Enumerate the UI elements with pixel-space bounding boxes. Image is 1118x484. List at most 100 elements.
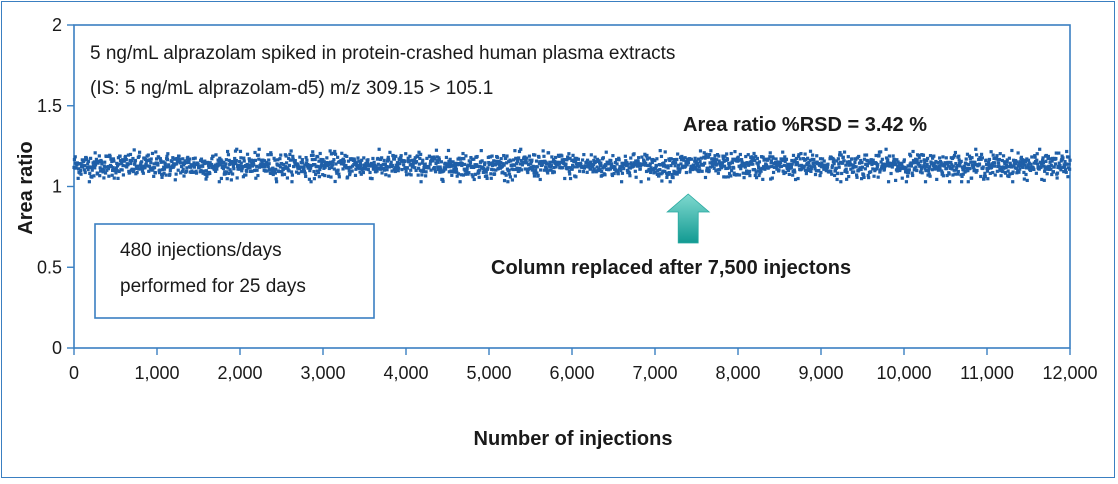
data-point: [720, 163, 724, 167]
data-point: [88, 171, 92, 175]
data-point: [1044, 153, 1048, 158]
data-point: [894, 178, 898, 183]
data-point: [273, 158, 277, 162]
data-point: [331, 163, 335, 167]
data-point: [124, 158, 128, 162]
data-point: [744, 169, 749, 173]
x-tick-label: 10,000: [876, 363, 931, 383]
data-point: [412, 158, 417, 162]
data-point: [285, 176, 289, 180]
data-point: [753, 158, 757, 162]
data-point: [397, 166, 401, 170]
data-point: [589, 167, 593, 171]
data-point: [174, 162, 179, 166]
data-point: [689, 157, 693, 161]
column-replaced-annotation: Column replaced after 7,500 injectons: [491, 257, 851, 279]
data-point: [291, 154, 295, 158]
data-point: [954, 168, 958, 172]
data-point: [131, 156, 135, 161]
data-point: [640, 155, 644, 159]
data-point: [568, 172, 572, 176]
data-point: [387, 158, 391, 162]
data-point: [695, 164, 699, 168]
data-point: [869, 170, 873, 174]
data-point: [866, 173, 870, 178]
data-point: [838, 160, 843, 164]
data-point: [534, 159, 539, 163]
data-point: [673, 164, 677, 168]
data-point: [1063, 164, 1067, 168]
data-point: [566, 166, 571, 170]
data-point: [242, 156, 246, 160]
data-point: [317, 175, 321, 179]
data-point: [592, 158, 596, 163]
data-point: [334, 169, 338, 173]
data-point: [309, 180, 313, 184]
data-point: [1012, 164, 1016, 168]
data-point: [307, 163, 311, 167]
data-point: [333, 149, 337, 154]
data-point: [111, 166, 115, 170]
data-point: [666, 166, 670, 170]
data-point: [1029, 162, 1033, 166]
data-point: [354, 167, 358, 171]
data-point: [952, 153, 957, 158]
data-point: [818, 157, 823, 161]
data-point: [248, 166, 252, 170]
data-point: [637, 163, 641, 168]
data-point: [237, 167, 241, 171]
data-point: [1005, 160, 1009, 164]
data-point: [725, 152, 729, 156]
data-point: [336, 168, 340, 172]
data-point: [822, 159, 826, 163]
data-point: [1034, 171, 1038, 175]
data-point: [102, 176, 106, 180]
data-point: [1015, 160, 1019, 164]
data-point: [927, 172, 931, 176]
data-point: [278, 157, 282, 161]
data-point: [265, 160, 269, 164]
data-point: [495, 155, 500, 159]
data-point: [1062, 169, 1066, 174]
data-point: [434, 148, 439, 152]
data-point: [226, 153, 231, 157]
data-point: [446, 164, 450, 168]
data-point: [946, 160, 950, 164]
data-point: [722, 164, 727, 168]
data-point: [738, 152, 742, 157]
data-point: [121, 163, 125, 168]
data-point: [920, 171, 924, 175]
data-point: [818, 173, 822, 178]
data-point: [768, 155, 772, 159]
data-point: [83, 164, 87, 168]
data-point: [585, 170, 589, 174]
data-point: [692, 165, 696, 170]
data-point: [1053, 162, 1058, 166]
data-point: [552, 166, 556, 170]
data-point: [188, 157, 192, 161]
data-point: [840, 161, 845, 165]
data-point: [475, 164, 480, 168]
data-point: [388, 150, 392, 154]
data-point: [85, 165, 89, 169]
data-point: [517, 149, 522, 154]
data-point: [1045, 165, 1049, 169]
data-point: [380, 171, 384, 175]
data-point: [888, 164, 892, 168]
data-point: [228, 161, 233, 165]
data-point: [1043, 166, 1047, 170]
data-point: [515, 159, 519, 164]
data-point: [619, 168, 623, 173]
data-point: [647, 177, 651, 181]
data-point: [318, 167, 322, 172]
data-point: [382, 158, 386, 163]
data-point: [750, 158, 754, 162]
data-point: [716, 171, 720, 175]
data-point: [515, 166, 519, 170]
data-point: [747, 171, 751, 176]
data-point: [775, 167, 779, 171]
data-point: [420, 173, 424, 177]
data-point: [451, 160, 455, 164]
data-point: [748, 174, 752, 178]
data-point: [943, 162, 948, 166]
